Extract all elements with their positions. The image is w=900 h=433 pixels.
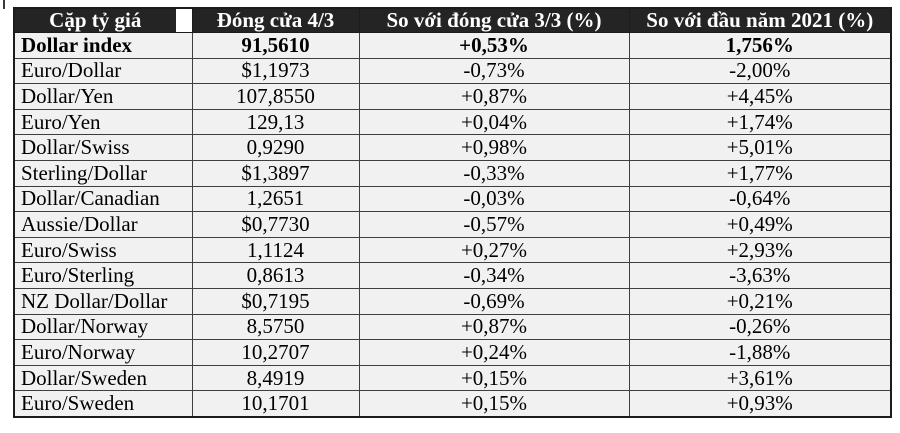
cell-close: $0,7195 xyxy=(191,288,360,315)
cell-vs-ytd: +0,49% xyxy=(628,211,892,238)
column-header-close-4-3: Đóng cửa 4/3 xyxy=(191,7,360,34)
cell-vs-prev-close: -0,69% xyxy=(358,288,630,315)
table-row: Euro/Yen 129,13 +0,04% +1,74% xyxy=(13,108,892,136)
cell-close: 1,1124 xyxy=(191,236,360,264)
cell-close: 0,9290 xyxy=(191,134,360,162)
table-row: Euro/Dollar $1,1973 -0,73% -2,00% xyxy=(13,57,892,85)
cell-pair: Dollar/Norway xyxy=(13,313,193,341)
cell-vs-ytd: -3,63% xyxy=(628,262,892,290)
cell-vs-prev-close: -0,03% xyxy=(358,185,630,213)
cell-vs-prev-close: +0,98% xyxy=(358,134,630,162)
cell-vs-prev-close: -0,33% xyxy=(358,160,630,187)
table-row: Sterling/Dollar $1,3897 -0,33% +1,77% xyxy=(13,160,892,187)
cell-close: 10,2707 xyxy=(191,339,360,366)
cell-close: 1,2651 xyxy=(191,185,360,213)
table-body: Dollar index 91,5610 +0,53% 1,756% Euro/Doll… xyxy=(13,32,892,417)
column-header-currency-pair: Cặp tỷ giá xyxy=(13,7,193,34)
cell-vs-ytd: +3,61% xyxy=(628,364,892,392)
cell-pair: Dollar index xyxy=(13,32,193,59)
table-row: Euro/Sweden 10,1701 +0,15% +0,93% xyxy=(13,390,892,417)
cell-vs-prev-close: +0,15% xyxy=(358,390,630,417)
cell-pair: Aussie/Dollar xyxy=(13,211,193,238)
cell-vs-ytd: -1,88% xyxy=(628,339,892,366)
cell-pair: NZ Dollar/Dollar xyxy=(13,288,193,315)
cell-vs-ytd: 1,756% xyxy=(628,32,892,59)
cell-vs-ytd: +1,74% xyxy=(628,108,892,136)
cell-pair: Euro/Yen xyxy=(13,108,193,136)
cell-vs-prev-close: -0,57% xyxy=(358,211,630,238)
cell-pair: Euro/Sterling xyxy=(13,262,193,290)
cell-close: 91,5610 xyxy=(191,32,360,59)
cell-vs-prev-close: +0,04% xyxy=(358,108,630,136)
cell-vs-prev-close: +0,87% xyxy=(358,83,630,110)
table-row: Euro/Norway 10,2707 +0,24% -1,88% xyxy=(13,339,892,366)
cell-pair: Dollar/Yen xyxy=(13,83,193,110)
cell-pair: Dollar/Sweden xyxy=(13,364,193,392)
column-header-vs-ytd-2021: So với đầu năm 2021 (%) xyxy=(628,7,892,34)
crop-artifact-mark xyxy=(3,0,5,9)
cell-vs-prev-close: +0,53% xyxy=(358,32,630,59)
cell-close: 0,8613 xyxy=(191,262,360,290)
cell-vs-prev-close: +0,15% xyxy=(358,364,630,392)
cell-close: 8,4919 xyxy=(191,364,360,392)
table-row: Dollar/Canadian 1,2651 -0,03% -0,64% xyxy=(13,185,892,213)
column-header-vs-prev-close: So với đóng cửa 3/3 (%) xyxy=(358,7,630,34)
cell-vs-ytd: +2,93% xyxy=(628,236,892,264)
cell-pair: Euro/Dollar xyxy=(13,57,193,85)
cell-pair: Dollar/Swiss xyxy=(13,134,193,162)
cell-close: 8,5750 xyxy=(191,313,360,341)
table-row: NZ Dollar/Dollar $0,7195 -0,69% +0,21% xyxy=(13,288,892,315)
table-row: Dollar/Norway 8,5750 +0,87% -0,26% xyxy=(13,313,892,341)
header-row: Cặp tỷ giá Đóng cửa 4/3 So với đóng cửa … xyxy=(13,7,892,34)
cell-pair: Euro/Swiss xyxy=(13,236,193,264)
cell-vs-ytd: +4,45% xyxy=(628,83,892,110)
cell-vs-ytd: -2,00% xyxy=(628,57,892,85)
cell-pair: Euro/Sweden xyxy=(13,390,193,417)
table-row: Euro/Sterling 0,8613 -0,34% -3,63% xyxy=(13,262,892,290)
cell-vs-ytd: -0,64% xyxy=(628,185,892,213)
cell-vs-prev-close: +0,87% xyxy=(358,313,630,341)
cell-vs-prev-close: -0,73% xyxy=(358,57,630,85)
table-row: Euro/Swiss 1,1124 +0,27% +2,93% xyxy=(13,236,892,264)
cell-close: 129,13 xyxy=(191,108,360,136)
cell-vs-prev-close: +0,27% xyxy=(358,236,630,264)
cell-close: $1,3897 xyxy=(191,160,360,187)
cell-pair: Dollar/Canadian xyxy=(13,185,193,213)
cell-close: 10,1701 xyxy=(191,390,360,417)
table-row: Dollar/Yen 107,8550 +0,87% +4,45% xyxy=(13,83,892,110)
cell-vs-ytd: +1,77% xyxy=(628,160,892,187)
table-row: Dollar/Swiss 0,9290 +0,98% +5,01% xyxy=(13,134,892,162)
cell-vs-prev-close: -0,34% xyxy=(358,262,630,290)
table-row: Dollar index 91,5610 +0,53% 1,756% xyxy=(13,32,892,59)
cell-pair: Sterling/Dollar xyxy=(13,160,193,187)
cell-vs-ytd: +0,93% xyxy=(628,390,892,417)
cell-close: $1,1973 xyxy=(191,57,360,85)
cell-vs-ytd: +5,01% xyxy=(628,134,892,162)
table-row: Aussie/Dollar $0,7730 -0,57% +0,49% xyxy=(13,211,892,238)
table-row: Dollar/Sweden 8,4919 +0,15% +3,61% xyxy=(13,364,892,392)
cell-close: 107,8550 xyxy=(191,83,360,110)
cell-vs-prev-close: +0,24% xyxy=(358,339,630,366)
cell-close: $0,7730 xyxy=(191,211,360,238)
cell-vs-ytd: +0,21% xyxy=(628,288,892,315)
cell-pair: Euro/Norway xyxy=(13,339,193,366)
cell-vs-ytd: -0,26% xyxy=(628,313,892,341)
fx-rates-table: Cặp tỷ giá Đóng cửa 4/3 So với đóng cửa … xyxy=(13,7,892,418)
